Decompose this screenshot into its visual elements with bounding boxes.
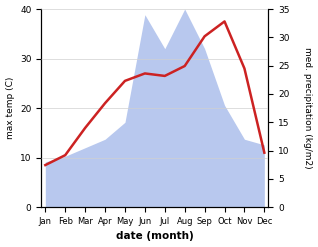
Y-axis label: med. precipitation (kg/m2): med. precipitation (kg/m2) xyxy=(303,47,313,169)
X-axis label: date (month): date (month) xyxy=(116,231,194,242)
Y-axis label: max temp (C): max temp (C) xyxy=(5,77,15,139)
